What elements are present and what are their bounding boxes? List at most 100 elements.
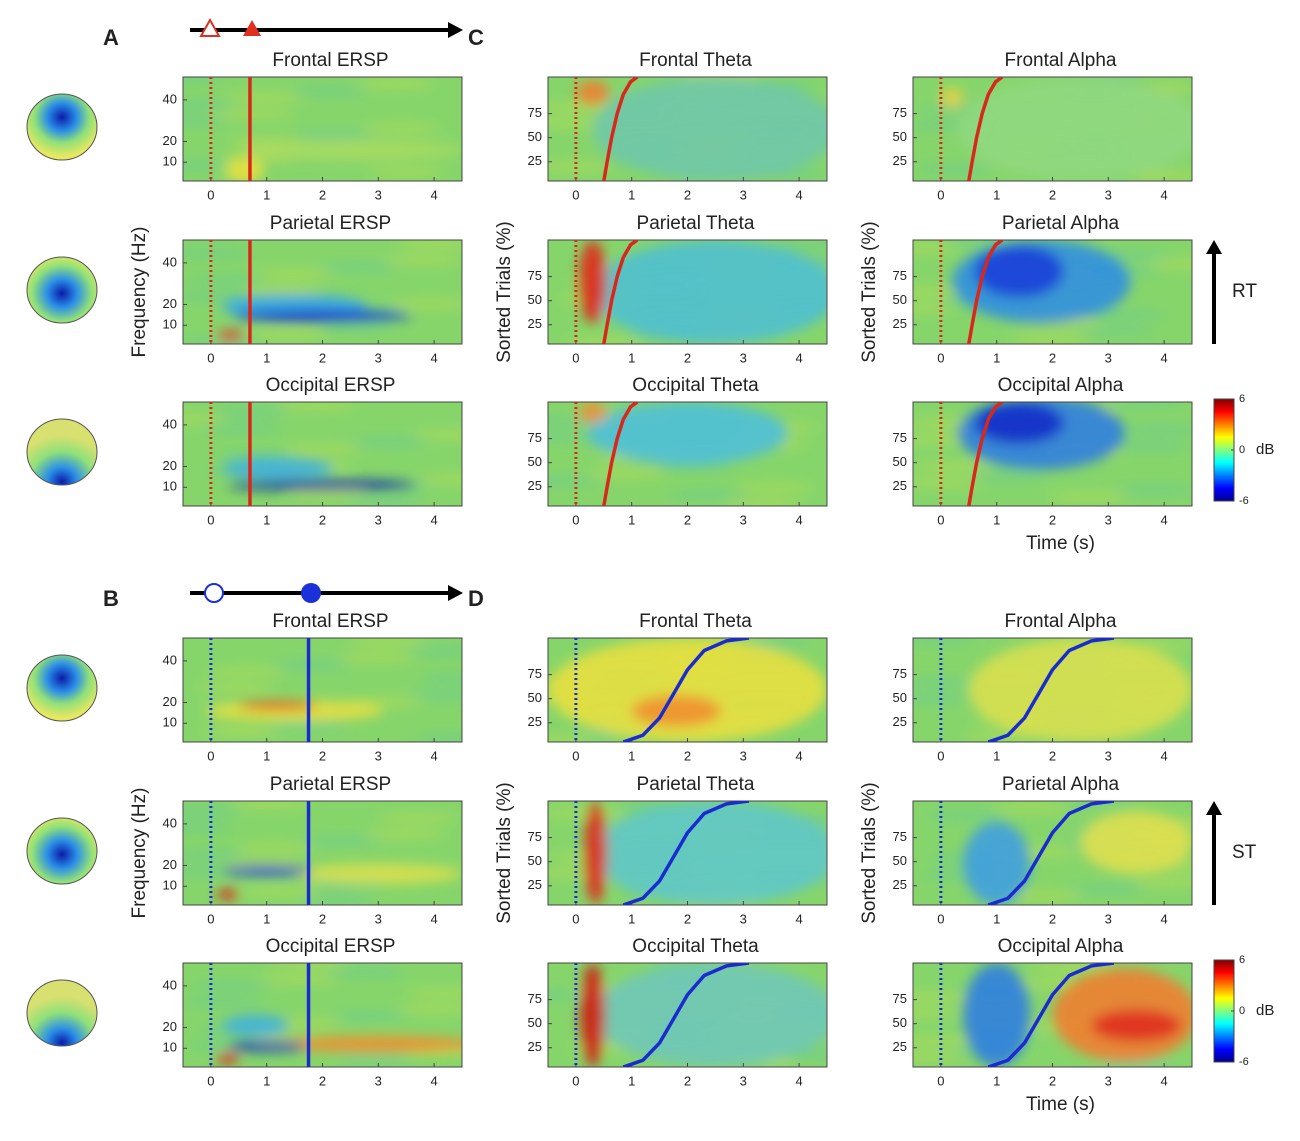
streak bbox=[913, 1054, 964, 1060]
colorbar-tick-label: 0 bbox=[1239, 444, 1245, 456]
streak bbox=[183, 102, 238, 108]
panel: 0 1 2 3 4 25 50 75 Parietal Alpha Sorted Trials (… bbox=[859, 774, 1257, 926]
streak bbox=[183, 77, 223, 80]
streak bbox=[1068, 886, 1148, 892]
x-tick-label: 1 bbox=[993, 187, 1000, 202]
blob bbox=[584, 801, 607, 905]
texture bbox=[548, 402, 819, 506]
blob bbox=[224, 158, 264, 181]
texture bbox=[183, 801, 462, 904]
y-tick-label: 50 bbox=[528, 853, 542, 868]
streak bbox=[1076, 328, 1156, 334]
x-tick-label: 1 bbox=[993, 350, 1000, 365]
x-tick-label: 3 bbox=[375, 512, 382, 527]
streak bbox=[913, 1010, 959, 1016]
heatmap bbox=[548, 240, 827, 344]
x-tick-label: 4 bbox=[1160, 1073, 1167, 1088]
texture bbox=[913, 240, 1192, 341]
y-tick-label: 20 bbox=[163, 1019, 177, 1034]
streak bbox=[1110, 443, 1190, 449]
rt-curve bbox=[602, 240, 639, 344]
colorbar-label: dB bbox=[1256, 1002, 1274, 1019]
panel: 0 1 2 3 4 25 50 75 Occipital Theta bbox=[528, 375, 828, 527]
x-tick-label: 1 bbox=[263, 512, 270, 527]
x-tick-label: 3 bbox=[375, 187, 382, 202]
streak bbox=[196, 685, 276, 691]
panel-label: C bbox=[468, 25, 484, 50]
streak bbox=[409, 692, 462, 698]
texture bbox=[183, 77, 462, 181]
streak bbox=[1105, 402, 1185, 405]
chart-title: Parietal Alpha bbox=[1002, 774, 1120, 795]
y-tick-label: 20 bbox=[163, 458, 177, 473]
y-tick-label: 25 bbox=[893, 478, 907, 493]
streak bbox=[330, 1013, 410, 1019]
streak bbox=[183, 824, 234, 830]
panel: 0 1 2 3 4 10 20 40 Frontal ERSP A bbox=[103, 25, 463, 202]
blob bbox=[580, 963, 605, 1067]
streak bbox=[201, 729, 281, 735]
y-tick-label: 50 bbox=[528, 1015, 542, 1030]
y-tick-label: 20 bbox=[163, 857, 177, 872]
colorbar-tick-label: 6 bbox=[1239, 954, 1245, 966]
streak bbox=[1097, 1061, 1177, 1067]
x-tick-label: 2 bbox=[684, 1073, 691, 1088]
y-tick-label: 25 bbox=[528, 1039, 542, 1054]
texture bbox=[913, 77, 1192, 181]
x-tick-label: 0 bbox=[572, 350, 579, 365]
annotation: RT bbox=[1232, 281, 1257, 302]
x-tick-label: 4 bbox=[430, 911, 437, 926]
x-tick-label: 2 bbox=[1049, 187, 1056, 202]
x-tick-label: 2 bbox=[684, 187, 691, 202]
streak bbox=[944, 240, 1024, 244]
y-tick-label: 40 bbox=[163, 652, 177, 667]
blob bbox=[940, 87, 964, 109]
texture bbox=[183, 241, 462, 344]
blob bbox=[974, 402, 1064, 444]
blob bbox=[974, 245, 1064, 298]
x-axis-label: Time (s) bbox=[1026, 1094, 1095, 1115]
x-tick-label: 1 bbox=[263, 1073, 270, 1088]
y-tick-label: 75 bbox=[528, 829, 542, 844]
y-tick-label: 25 bbox=[528, 478, 542, 493]
blob bbox=[592, 963, 827, 1067]
heatmap bbox=[183, 963, 462, 1067]
x-tick-label: 3 bbox=[375, 748, 382, 763]
x-tick-label: 2 bbox=[319, 748, 326, 763]
streak bbox=[183, 852, 249, 858]
rt-curve bbox=[987, 638, 1115, 742]
chart-title: Frontal Theta bbox=[639, 50, 752, 71]
streak bbox=[913, 696, 972, 702]
rt-curve bbox=[622, 638, 750, 742]
streak bbox=[183, 808, 244, 814]
y-tick-label: 75 bbox=[893, 991, 907, 1006]
x-tick-label: 0 bbox=[572, 911, 579, 926]
panel-label: A bbox=[103, 25, 119, 50]
y-tick-label: 10 bbox=[163, 154, 177, 169]
streak bbox=[296, 898, 376, 904]
y-tick-label: 25 bbox=[893, 1039, 907, 1054]
streak bbox=[548, 992, 588, 998]
blob bbox=[1080, 811, 1192, 874]
chart-title: Parietal Theta bbox=[637, 213, 755, 234]
x-axis-label: Time (s) bbox=[1026, 533, 1095, 554]
streak bbox=[396, 1006, 462, 1012]
x-tick-label: 1 bbox=[993, 911, 1000, 926]
rt-curve bbox=[602, 402, 639, 506]
blob bbox=[578, 240, 607, 324]
streak bbox=[992, 805, 1072, 811]
x-tick-label: 0 bbox=[572, 187, 579, 202]
rt-curve bbox=[622, 963, 750, 1067]
x-tick-label: 4 bbox=[430, 1073, 437, 1088]
y-tick-label: 75 bbox=[528, 268, 542, 283]
y-tick-label: 75 bbox=[893, 430, 907, 445]
blob bbox=[548, 638, 827, 742]
y-tick-label: 10 bbox=[163, 715, 177, 730]
x-tick-label: 3 bbox=[1105, 350, 1112, 365]
x-tick-label: 4 bbox=[430, 748, 437, 763]
heatmap bbox=[183, 240, 462, 344]
streak bbox=[367, 831, 447, 837]
rt-curve bbox=[967, 402, 1004, 506]
streak bbox=[295, 132, 375, 138]
